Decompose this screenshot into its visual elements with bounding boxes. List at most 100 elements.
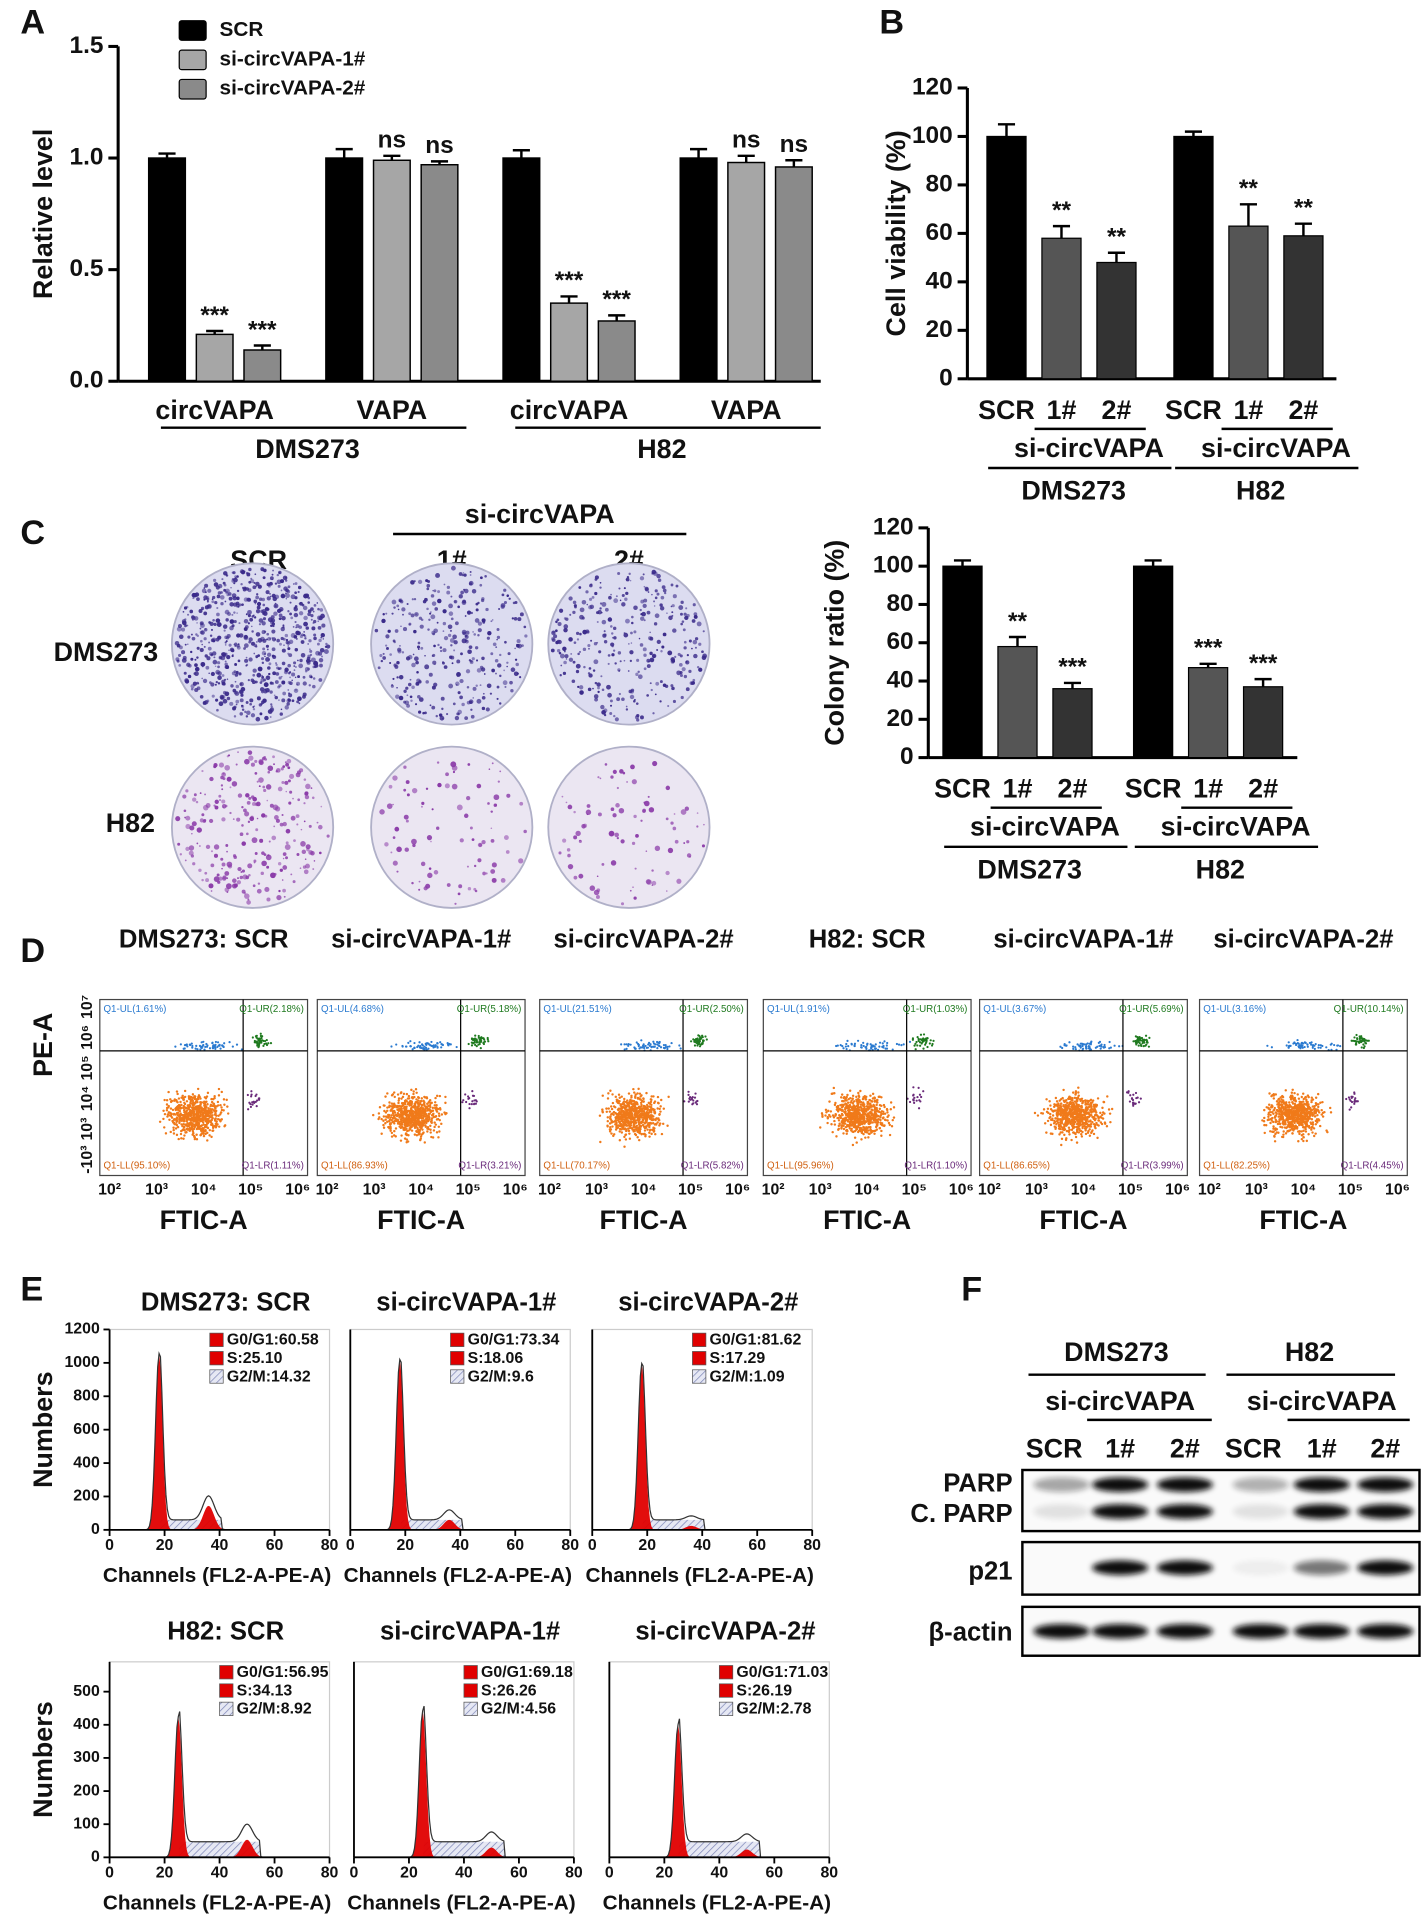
cell-dot: [202, 1134, 206, 1138]
x-tick-label: 10³: [585, 1181, 608, 1198]
colony-dot: [259, 838, 264, 843]
colony-dot: [443, 665, 448, 669]
colony-dot: [399, 645, 401, 647]
colony-dot: [443, 583, 446, 586]
colony-dot: [247, 820, 251, 824]
colony-dot: [245, 571, 249, 575]
cell-dot: [391, 1112, 395, 1115]
cell-dot: [388, 1120, 391, 1123]
colony-dot: [524, 634, 528, 638]
significance: ***: [1058, 654, 1087, 681]
colony-dot: [499, 674, 502, 678]
cell-dot: [396, 1093, 400, 1096]
culture-plate: [370, 745, 534, 909]
colony-dot: [493, 794, 500, 801]
cell-dot: [164, 1132, 168, 1135]
colony-dot: [270, 620, 275, 625]
colony-dot: [426, 583, 431, 588]
colony-dot: [398, 599, 402, 603]
cell-dot: [468, 1102, 471, 1106]
y-tick-label: 60: [926, 219, 953, 246]
cell-dot: [183, 1102, 187, 1106]
colony-dot: [417, 694, 421, 699]
colony-dot: [391, 612, 394, 615]
colony-dot: [198, 609, 203, 613]
colony-dot: [646, 694, 649, 697]
cell-dot: [615, 1115, 619, 1118]
colony-dot: [481, 839, 486, 845]
colony-dot: [597, 686, 600, 690]
cell-dot: [623, 1116, 627, 1119]
colony-dot: [206, 604, 211, 609]
colony-dot: [277, 862, 282, 866]
cell-dot: [413, 1110, 417, 1113]
colony-dot: [273, 763, 275, 766]
colony-dot: [188, 845, 195, 851]
cell-dot: [430, 1135, 433, 1139]
x-tick-label: 1#: [1193, 774, 1223, 804]
colony-dot: [686, 653, 689, 657]
cell-dot: [413, 1041, 416, 1045]
colony-dot: [310, 787, 313, 790]
colony-dot: [256, 601, 262, 607]
colony-dot: [174, 641, 180, 646]
cell-dot: [213, 1096, 216, 1100]
colony-dot: [252, 796, 257, 802]
cell-dot: [626, 1116, 629, 1120]
cell-dot: [419, 1044, 422, 1048]
colony-dot: [201, 878, 204, 882]
cell-dot: [851, 1130, 854, 1133]
cell-dot: [617, 1117, 621, 1121]
colony-dot: [268, 840, 271, 843]
colony-dot: [210, 890, 213, 892]
cell-dot: [213, 1095, 216, 1098]
colony-dot: [647, 795, 650, 798]
colony-dot: [382, 652, 385, 655]
colony-dot: [390, 851, 393, 854]
colony-dot: [454, 621, 459, 626]
cell-dot: [410, 1109, 414, 1112]
cell-dot: [425, 1119, 429, 1123]
colony-dot: [625, 705, 628, 708]
colony-dot: [650, 688, 653, 692]
cell-dot: [837, 1124, 841, 1128]
colony-dot: [320, 613, 325, 619]
colony-dot: [247, 622, 250, 625]
colony-dot: [224, 600, 227, 603]
colony-dot: [602, 633, 607, 638]
colony-dot: [519, 676, 522, 679]
colony-dot: [581, 599, 587, 605]
colony-dot: [223, 629, 226, 632]
colony-dot: [517, 643, 522, 649]
colony-dot: [680, 600, 684, 605]
x-tick-label: 10⁵: [238, 1181, 263, 1198]
colony-dot: [654, 613, 660, 619]
cell-dot: [651, 1107, 655, 1111]
cell-dot: [225, 1098, 228, 1102]
colony-dot: [564, 654, 569, 659]
cell-dot: [852, 1100, 856, 1103]
cell-dot: [163, 1126, 166, 1129]
colony-dot: [696, 621, 702, 627]
colony-dot: [635, 833, 639, 838]
cell-dot: [247, 1108, 250, 1111]
colony-dot: [254, 573, 257, 576]
colony-dot: [621, 602, 626, 607]
cell-dot: [258, 1037, 261, 1040]
cell-dot: [609, 1089, 612, 1093]
colony-dot: [675, 584, 679, 588]
colony-dot: [631, 841, 636, 846]
bar: [420, 164, 459, 382]
cell-dot: [643, 1108, 646, 1111]
colony-dot: [431, 808, 434, 811]
colony-dot: [590, 583, 593, 586]
cell-dot: [819, 1126, 822, 1129]
colony-dot: [627, 670, 630, 672]
colony-dot: [207, 646, 212, 651]
colony-dot: [288, 639, 294, 645]
colony-dot: [448, 611, 454, 616]
colony-dot: [586, 804, 591, 808]
colony-dot: [479, 684, 482, 687]
colony-dot: [617, 571, 621, 576]
colony-dot: [621, 593, 625, 598]
